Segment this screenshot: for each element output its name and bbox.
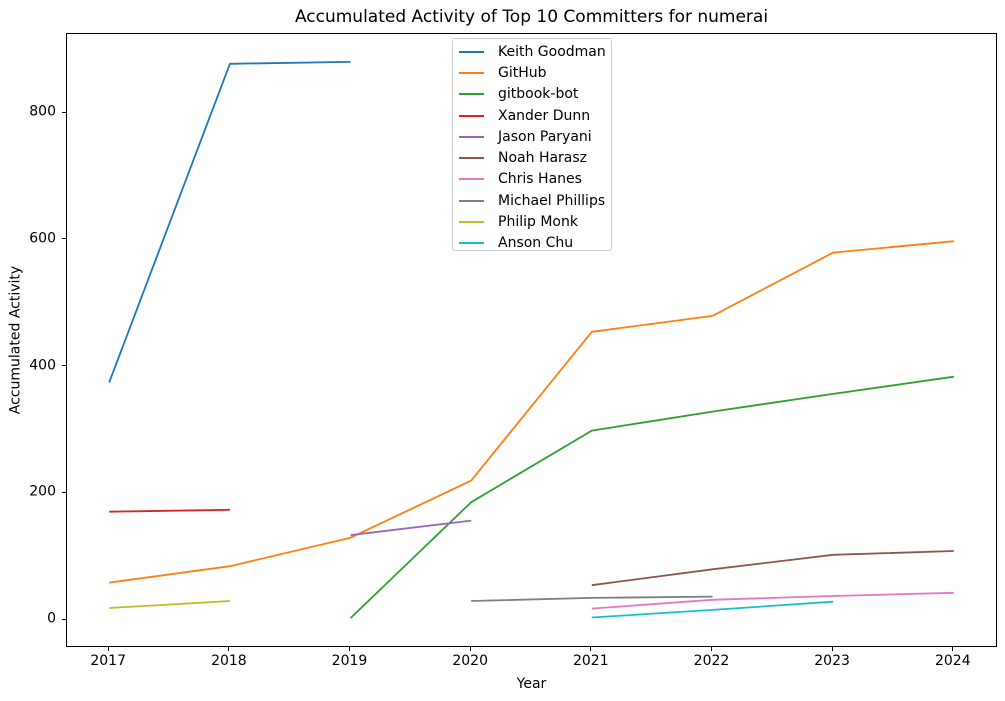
legend-label: GitHub xyxy=(498,64,547,81)
y-tick-label: 600 xyxy=(29,230,56,247)
x-tick-label: 2021 xyxy=(572,653,609,669)
x-axis-label: Year xyxy=(516,676,547,692)
legend-label: Jason Paryani xyxy=(498,128,592,145)
legend-swatch-anson-chu xyxy=(459,242,484,245)
legend-item-github: GitHub xyxy=(459,62,611,83)
x-tick-label: 2022 xyxy=(693,653,730,669)
legend-item-anson-chu: Anson Chu xyxy=(459,233,611,254)
y-tick-label: 800 xyxy=(29,103,56,120)
legend-label: gitbook-bot xyxy=(498,86,579,103)
legend-label: Anson Chu xyxy=(498,235,574,252)
y-axis-label: Accumulated Activity xyxy=(7,265,24,415)
legend-swatch-gitbook-bot xyxy=(459,93,484,96)
chart-canvas xyxy=(108,61,954,619)
x-tick-mark xyxy=(228,647,230,651)
x-tick-label: 2019 xyxy=(331,653,368,669)
legend-item-noah-harasz: Noah Harasz xyxy=(459,147,611,168)
legend-swatch-jason-paryani xyxy=(459,135,484,138)
x-tick-label: 2024 xyxy=(934,653,971,669)
series-line-xander-dunn xyxy=(109,508,230,513)
legend-label: Michael Phillips xyxy=(498,192,606,209)
legend-item-xander-dunn: Xander Dunn xyxy=(459,105,611,126)
legend-label: Keith Goodman xyxy=(498,43,606,60)
y-tick-mark xyxy=(62,618,66,620)
x-tick-mark xyxy=(590,647,592,651)
series-line-michael-phillips xyxy=(471,595,713,602)
chart-title: Accumulated Activity of Top 10 Committer… xyxy=(294,7,769,27)
x-tick-label: 2018 xyxy=(211,653,247,669)
legend-label: Xander Dunn xyxy=(498,107,591,124)
legend-label: Noah Harasz xyxy=(498,150,588,167)
legend-item-michael-phillips: Michael Phillips xyxy=(459,190,611,211)
y-tick-mark xyxy=(62,365,66,367)
y-tick-label: 200 xyxy=(29,483,56,500)
legend-swatch-github xyxy=(459,71,484,74)
legend-swatch-noah-harasz xyxy=(459,157,484,160)
series-line-anson-chu xyxy=(591,600,834,619)
legend-item-keith-goodman: Keith Goodman xyxy=(459,41,611,62)
x-tick-mark xyxy=(349,647,350,651)
legend-item-philip-monk: Philip Monk xyxy=(459,211,611,232)
series-line-philip-monk xyxy=(109,600,230,609)
legend-label: Philip Monk xyxy=(498,214,578,231)
legend: Keith Goodman GitHub gitbook-bot Xander Dun… xyxy=(452,38,612,251)
legend-swatch-keith-goodman xyxy=(459,50,484,53)
x-tick-mark xyxy=(711,647,712,651)
x-tick-label: 2017 xyxy=(90,653,127,669)
x-tick-mark xyxy=(831,647,833,651)
x-tick-label: 2020 xyxy=(452,653,489,669)
y-tick-label: 0 xyxy=(47,610,56,627)
legend-item-jason-paryani: Jason Paryani xyxy=(459,126,611,147)
y-tick-mark xyxy=(62,491,66,493)
series-line-keith-goodman xyxy=(108,61,351,383)
series-line-noah-harasz xyxy=(591,550,954,587)
legend-swatch-michael-phillips xyxy=(459,199,484,202)
x-tick-label: 2023 xyxy=(814,653,850,669)
x-tick-mark xyxy=(107,647,109,651)
legend-item-gitbook-bot: gitbook-bot xyxy=(459,84,611,105)
legend-swatch-xander-dunn xyxy=(459,114,484,117)
series-line-jason-paryani xyxy=(350,519,472,536)
y-tick-mark xyxy=(62,111,66,113)
series-line-gitbook-bot xyxy=(349,375,954,619)
y-tick-label: 400 xyxy=(29,357,56,374)
x-tick-mark xyxy=(469,647,471,651)
series-line-github xyxy=(109,240,954,584)
legend-swatch-chris-hanes xyxy=(459,178,484,181)
legend-label: Chris Hanes xyxy=(498,171,582,188)
legend-item-chris-hanes: Chris Hanes xyxy=(459,169,611,190)
legend-swatch-philip-monk xyxy=(459,221,484,224)
y-tick-mark xyxy=(62,238,66,240)
series-line-chris-hanes xyxy=(591,591,954,610)
x-tick-mark xyxy=(952,647,954,651)
